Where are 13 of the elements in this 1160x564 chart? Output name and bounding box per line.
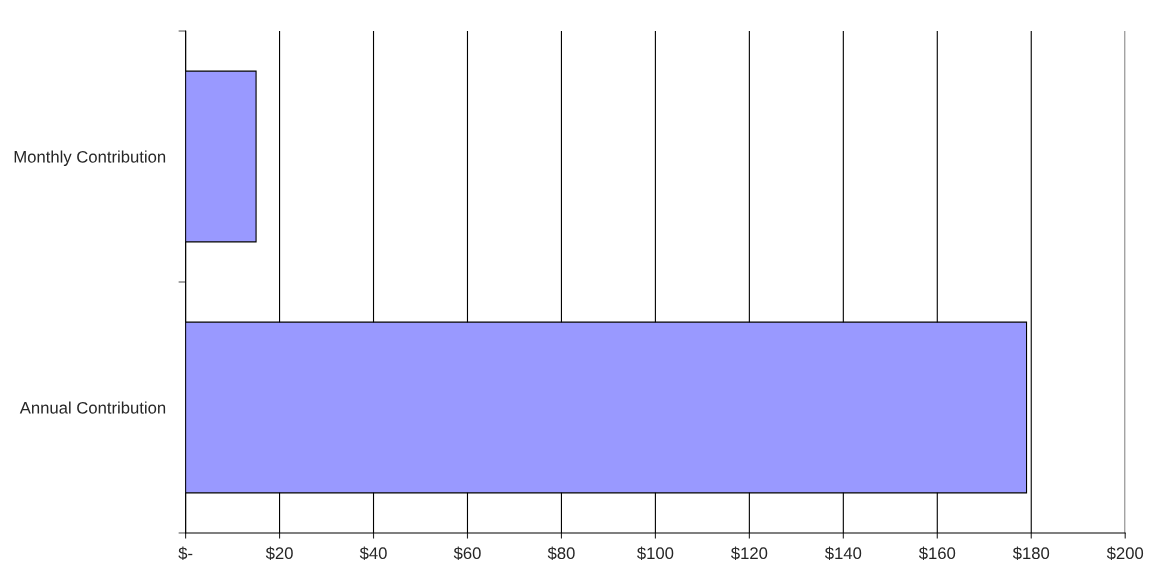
x-tick-label: $80 [547,546,575,561]
x-tick-label: $- [178,546,193,561]
y-tick-label: Monthly Contribution [14,150,166,167]
x-tick-label: $200 [1106,546,1144,561]
x-tick-label: $40 [359,546,387,561]
x-tick-label: $160 [918,546,956,561]
x-tick-label: $60 [453,546,481,561]
x-tick-label: $100 [637,546,674,561]
y-tick-label: Annual Contribution [19,401,166,414]
x-tick-label: $180 [1012,546,1050,561]
x-tick-label: $20 [265,546,293,561]
x-tick-label: $140 [824,546,862,561]
x-tick-label: $120 [731,546,768,561]
